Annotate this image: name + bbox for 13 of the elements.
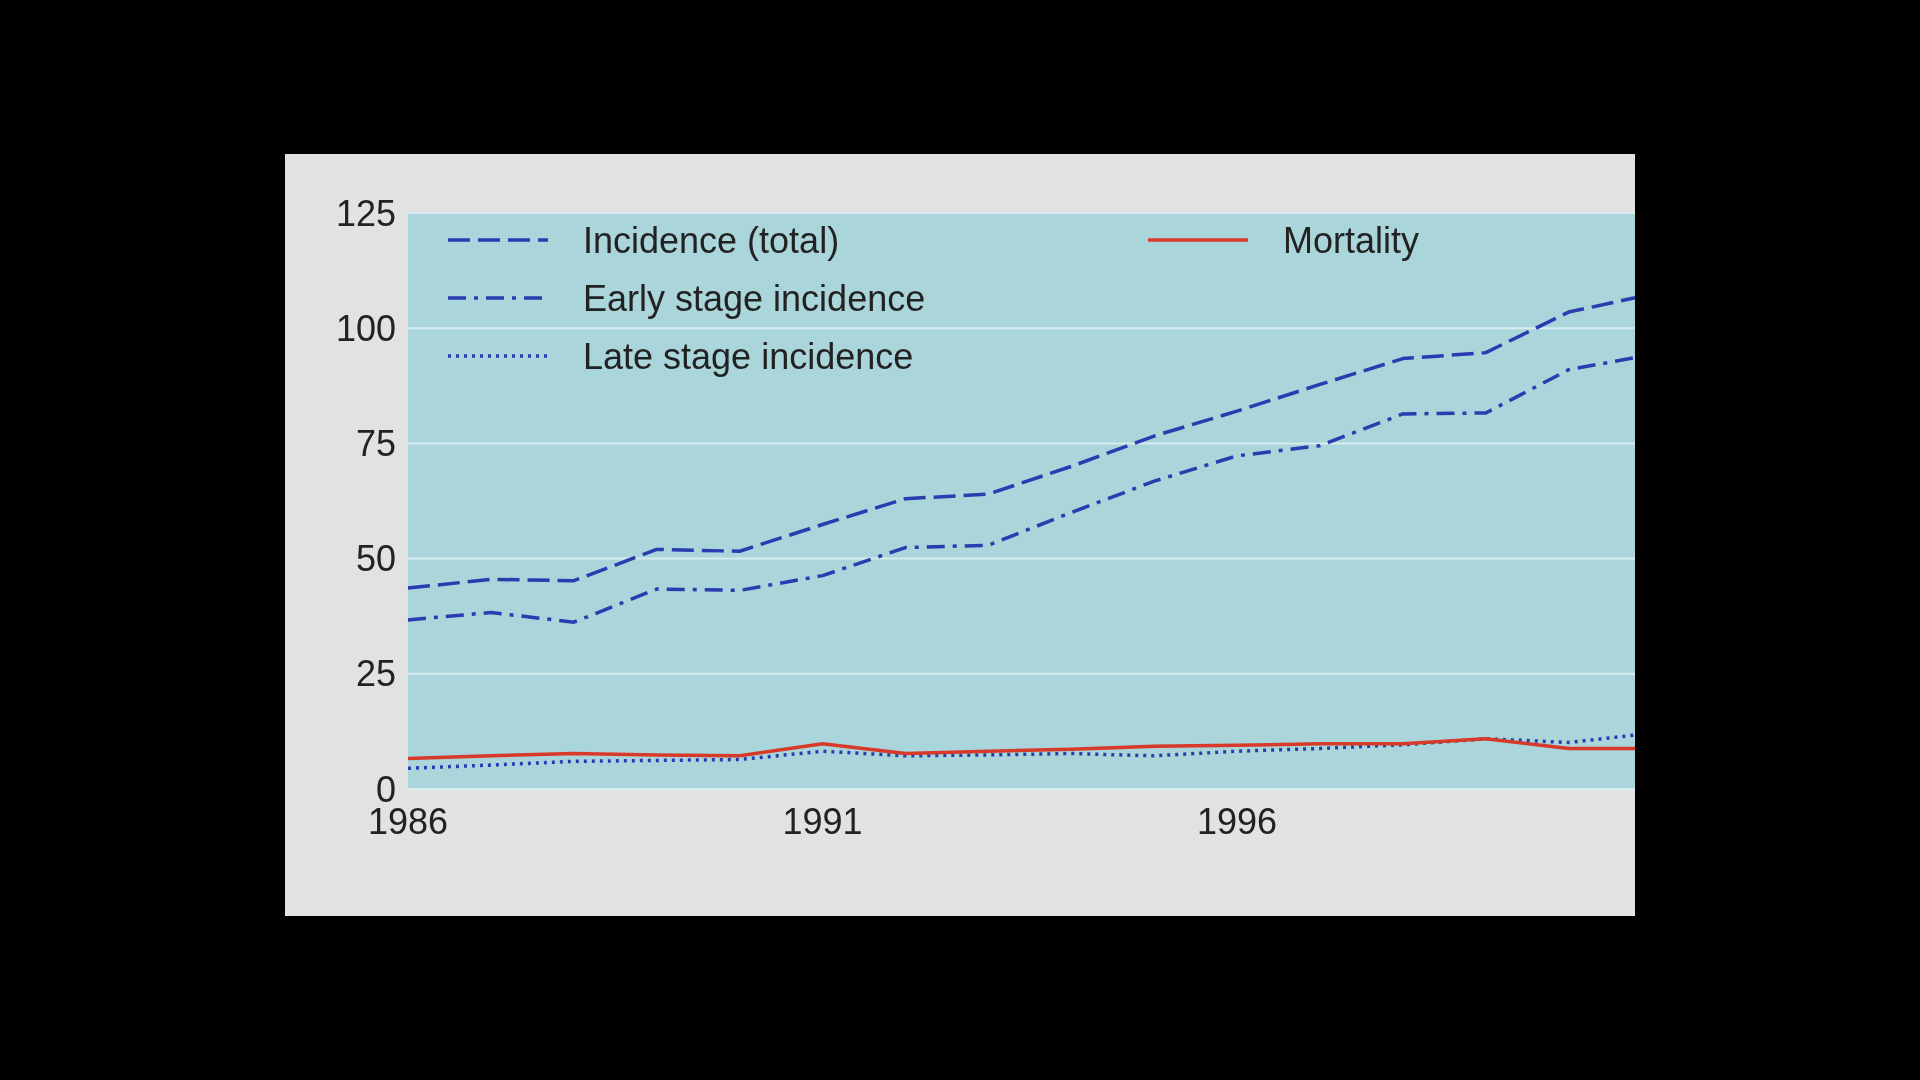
- x-tick-label: 1996: [1197, 801, 1278, 842]
- y-tick-label: 125: [335, 192, 396, 234]
- x-tick-label: 1991: [782, 801, 863, 842]
- legend-label: Mortality: [1283, 219, 1420, 261]
- legend-label: Incidence (total): [583, 219, 840, 261]
- x-tick-label: 1986: [367, 801, 449, 842]
- legend-label: Late stage incidence: [583, 335, 914, 377]
- y-tick-label: 100: [335, 307, 396, 349]
- y-tick-label: 75: [355, 423, 396, 464]
- legend-label: Early stage incidence: [583, 277, 926, 319]
- line-series: [406, 737, 1637, 761]
- y-tick-label: 25: [355, 653, 396, 695]
- y-tick-label: 50: [355, 538, 396, 580]
